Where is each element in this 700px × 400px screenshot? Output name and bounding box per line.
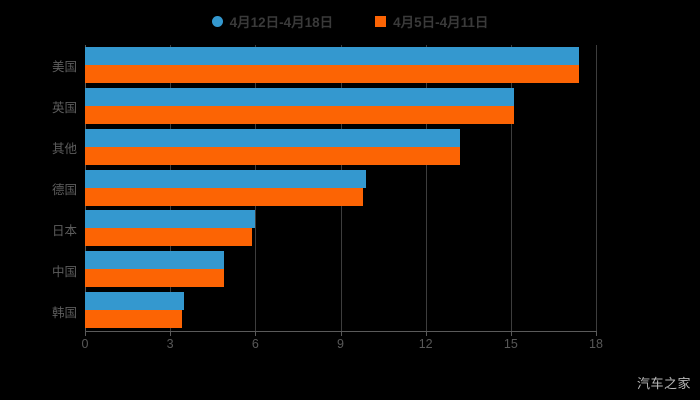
legend-label: 4月5日-4月11日 — [393, 15, 489, 30]
legend-circle-icon — [211, 15, 223, 27]
gridline-x-12 — [425, 45, 427, 331]
bar — [85, 65, 579, 83]
legend-label: 4月12日-4月18日 — [229, 15, 334, 30]
x-axis-tick-label: 18 — [589, 337, 603, 351]
x-axis-tick — [510, 331, 512, 336]
plot-area — [85, 45, 597, 331]
x-axis-tick — [425, 331, 427, 336]
bar-group — [85, 168, 596, 209]
bar-group — [85, 208, 596, 249]
y-axis-label: 美国 — [51, 60, 77, 75]
x-axis-tick — [255, 331, 257, 336]
bar-group — [85, 249, 596, 290]
y-axis-label: 中国 — [51, 264, 77, 279]
y-axis-label: 其他 — [51, 142, 77, 157]
x-axis-tick-label: 6 — [251, 337, 259, 351]
x-axis-tick-label: 12 — [418, 337, 433, 351]
bar-group — [85, 290, 596, 331]
x-axis-tick — [340, 331, 342, 336]
bar-group — [85, 127, 596, 168]
x-axis-tick-label: 9 — [337, 337, 344, 351]
bar — [85, 128, 460, 147]
y-axis-label: 德国 — [51, 183, 77, 197]
x-axis: 0 3 6 9 12 15 18 — [81, 331, 603, 357]
bar — [85, 87, 514, 106]
watermark-label: 汽车之家 — [636, 376, 691, 391]
bar — [85, 169, 367, 188]
chart-legend: 4月12日-4月18日 4月5日-4月11日 — [0, 10, 700, 32]
x-axis-tick-label: 3 — [166, 337, 174, 351]
gridline-x-18 — [596, 45, 597, 331]
x-axis-tick — [85, 331, 86, 336]
bar — [85, 105, 514, 124]
y-axis-label: 英国 — [51, 101, 77, 116]
y-axis-category-labels: 美国英国其他德国日本中国韩国 — [5, 45, 77, 331]
x-axis-tick — [596, 331, 597, 336]
bar — [85, 251, 225, 270]
bar — [85, 210, 256, 229]
bar-group — [85, 86, 596, 127]
x-axis-tick-label: 0 — [81, 337, 89, 351]
x-axis-tick — [170, 331, 172, 336]
y-axis-label: 日本 — [51, 223, 77, 238]
x-axis-tick-label: 15 — [503, 337, 518, 351]
bar — [85, 310, 182, 329]
legend-square-icon — [375, 15, 387, 27]
gridline-x-15 — [510, 45, 512, 331]
bar — [85, 269, 225, 288]
legend-entry[interactable]: 4月12日-4月18日 — [211, 11, 334, 31]
y-axis-label: 韩国 — [51, 305, 77, 320]
bar — [85, 146, 460, 165]
legend-entry[interactable]: 4月5日-4月11日 — [375, 11, 488, 31]
bar — [85, 47, 579, 65]
bar — [85, 292, 185, 311]
bar — [85, 228, 253, 247]
bar — [85, 187, 364, 206]
bar-group — [85, 45, 596, 86]
